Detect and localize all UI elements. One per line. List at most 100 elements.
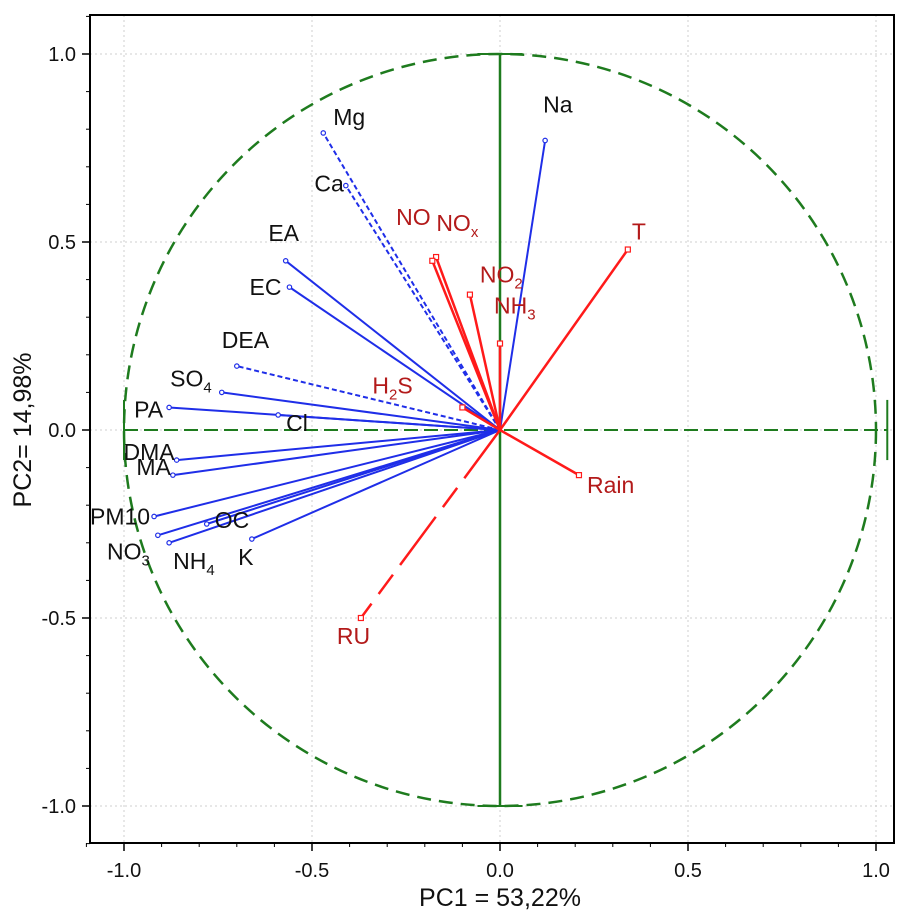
label-ru: RU [337, 623, 370, 649]
label-nox: NOx [436, 210, 479, 241]
label-subscript: 3 [527, 307, 535, 324]
label-so4: SO4 [170, 365, 212, 396]
label-text: NO [480, 262, 515, 288]
label-h2s: H2S [372, 372, 412, 403]
label-pm10: PM10 [90, 503, 150, 529]
point-so4 [218, 389, 225, 396]
x-tick-label: 0.0 [486, 860, 514, 882]
point-h2s [459, 404, 466, 411]
vector-blue-k [251, 429, 501, 540]
vector-blue-pm10 [153, 429, 501, 518]
point-pa [166, 404, 172, 411]
point-ca [343, 182, 349, 189]
vector-red-no2 [468, 294, 502, 431]
label-subscript: 4 [203, 379, 211, 396]
vector-blue-na [499, 140, 547, 431]
x-tick-label: -1.0 [107, 860, 141, 882]
label-subscript: 4 [206, 562, 214, 579]
label-text: NO [107, 538, 142, 564]
point-ru [357, 614, 364, 622]
point-dma [173, 457, 180, 463]
label-dma: DMA [124, 439, 176, 465]
point-nh3 [496, 340, 504, 347]
label-text: Ca [314, 171, 344, 197]
vector-red-h2s [461, 406, 501, 432]
y-tick-label: 1.0 [48, 44, 76, 66]
vector-blue-mg [322, 132, 501, 431]
label-pa: PA [134, 396, 164, 422]
x-axis-label: PC1 = 53,22% [419, 884, 581, 912]
ticks: -1.0 -0.5 0.0 0.5 1.0 -1.0 -0.5 0.0 0.5 1.0 [42, 15, 890, 882]
label-text: NH [173, 548, 206, 574]
label-suffix: S [397, 372, 412, 398]
label-text: PM10 [90, 503, 150, 529]
label-text: EA [268, 220, 299, 246]
y-tick-label: -1.0 [42, 796, 76, 818]
point-dea [234, 363, 240, 369]
label-ec: EC [249, 274, 281, 300]
vector-blue-ca [344, 185, 501, 431]
label-ma: MA [136, 454, 171, 480]
y-tick-label: 0.5 [48, 232, 76, 254]
vector-blue-ec [288, 286, 501, 431]
point-no [432, 253, 440, 261]
y-tick-label: 0.0 [48, 420, 76, 442]
label-cl: Cl [286, 410, 308, 436]
label-text: EC [249, 274, 281, 300]
axes [122, 52, 889, 808]
vector-red-ru [359, 429, 502, 619]
label-text: Mg [333, 104, 365, 130]
label-mg: Mg [333, 104, 365, 130]
label-rain: Rain [587, 472, 634, 498]
label-text: PA [134, 396, 164, 422]
label-text: MA [136, 454, 171, 480]
label-oc: OC [215, 507, 250, 533]
vector-blue-dea [236, 365, 501, 431]
label-dea: DEA [222, 327, 270, 353]
label-text: NO [436, 210, 471, 236]
label-subscript: 2 [389, 386, 397, 403]
vector-blue-dma [176, 429, 501, 462]
label-nh3: NH3 [494, 293, 536, 324]
label-no: NO [396, 204, 431, 230]
label-text: K [238, 544, 254, 570]
point-no2 [466, 291, 474, 298]
label-ca: Ca [314, 171, 344, 197]
point-mg [320, 130, 327, 136]
label-text: Na [543, 91, 573, 117]
x-tick-label: 0.5 [674, 860, 702, 882]
label-subscript: 3 [141, 552, 149, 569]
y-tick-label: -0.5 [42, 608, 76, 630]
label-text: RU [337, 623, 370, 649]
label-subscript: x [471, 224, 479, 241]
point-cl [275, 412, 281, 418]
point-no3 [155, 532, 161, 539]
label-no2: NO2 [480, 262, 523, 293]
label-no3: NO3 [107, 538, 150, 569]
vector-blue-no3 [157, 429, 501, 537]
loading-vectors [151, 130, 631, 622]
point-ea [282, 257, 289, 264]
x-tick-label: 1.0 [862, 860, 890, 882]
vector-blue-ma [172, 429, 501, 477]
point-ma [170, 472, 176, 478]
plot-frame [89, 14, 895, 844]
point-nox [429, 257, 436, 264]
label-text: DEA [222, 327, 270, 353]
label-text: T [632, 219, 646, 245]
label-text: SO [170, 365, 203, 391]
vector-blue-so4 [221, 391, 501, 431]
label-text: Cl [286, 410, 308, 436]
unit-circle [122, 52, 878, 808]
label-text: H [372, 372, 389, 398]
point-pm10 [151, 513, 157, 520]
vector-blue-cl [278, 413, 501, 431]
label-t: T [632, 219, 646, 245]
point-na [542, 137, 548, 144]
point-k [249, 536, 255, 542]
vector-red-t [498, 248, 629, 431]
label-ea: EA [268, 220, 299, 246]
label-text: Rain [587, 472, 634, 498]
label-text: NH [494, 293, 527, 319]
